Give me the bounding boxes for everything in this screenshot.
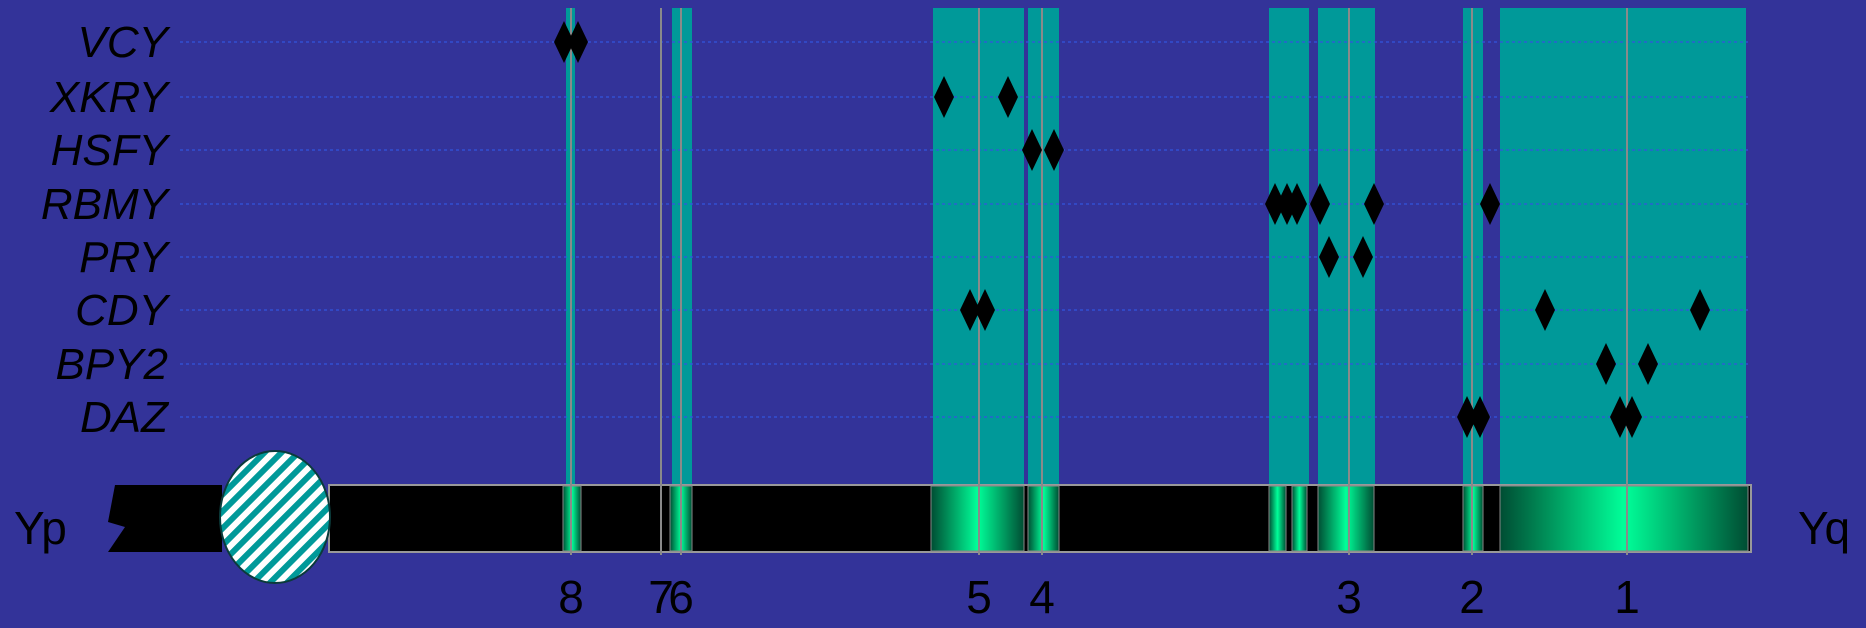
palindrome-label: 8 [558,571,584,623]
palindrome-label: 6 [668,571,694,623]
ampliconic-regions [566,8,1746,486]
gene-label: RBMY [41,180,171,229]
gene-copy-marker [1022,129,1042,171]
gene-copy-marker [568,21,588,63]
gene-copy-marker [1622,396,1642,438]
palindrome-band [1291,485,1308,552]
gene-copy-marker [1457,396,1477,438]
palindrome-band [930,485,1025,552]
gene-copy-marker [998,76,1018,118]
gene-copy-marker [1353,236,1373,278]
gene-label: CDY [75,286,171,335]
palindrome-label: 4 [1029,571,1055,623]
chromosome [108,450,1752,584]
palindrome-label: 5 [966,571,992,623]
gene-copy-marker [1287,183,1307,225]
gene-copy-marker [960,289,980,331]
gene-copy-marker [1364,183,1384,225]
palindrome-band [1499,485,1749,552]
palindrome-label: 3 [1336,571,1362,623]
gene-markers [554,21,1710,438]
palindrome-label: 1 [1614,571,1640,623]
gene-label: HSFY [51,126,171,175]
palindrome-band [1027,485,1060,552]
gene-label: PRY [79,233,170,282]
gene-copy-marker [1610,396,1630,438]
gene-label: BPY2 [55,340,168,389]
gene-copy-marker [934,76,954,118]
region-highlight [1028,8,1059,486]
palindrome-label: 2 [1459,571,1485,623]
gene-copy-marker [1535,289,1555,331]
yp-arm-end [108,485,222,552]
yp-label: Yp [14,502,67,554]
gene-copy-marker [554,21,574,63]
gene-copy-marker [1265,183,1285,225]
gene-copy-marker [1596,343,1616,385]
palindrome-band [1317,485,1375,552]
gene-copy-marker [1044,129,1064,171]
gene-label: XKRY [49,73,171,122]
region-highlight [1269,8,1309,486]
gene-label: VCY [78,18,171,67]
gene-label: DAZ [80,393,170,442]
gene-copy-marker [1470,396,1490,438]
palindrome-band [1268,485,1287,552]
gene-copy-marker [975,289,995,331]
gene-copy-marker [1690,289,1710,331]
palindrome-center-lines [570,8,1628,555]
palindrome-labels: 8 76 5 4 3 2 1 [558,571,1640,623]
gene-copy-marker [1480,183,1500,225]
gene-copy-marker [1638,343,1658,385]
gene-copy-marker [1310,183,1330,225]
yq-label: Yq [1798,502,1850,554]
centromere [219,450,331,584]
gene-copy-marker [1319,236,1339,278]
palindrome-label: 7 [648,571,674,623]
